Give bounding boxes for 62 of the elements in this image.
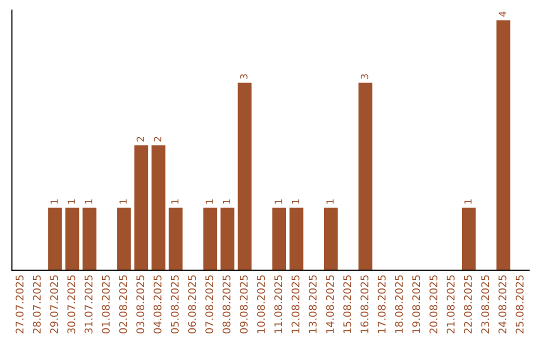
data-label: 1 xyxy=(223,199,230,204)
x-tick-label: 17.08.2025 xyxy=(378,275,386,333)
bar xyxy=(358,82,372,270)
x-tick-label: 28.07.2025 xyxy=(32,275,41,334)
bar xyxy=(290,208,304,270)
x-tick-label: 16.08.2025 xyxy=(360,275,368,333)
bar xyxy=(324,208,338,270)
data-label: 3 xyxy=(240,74,248,79)
bar xyxy=(203,208,218,270)
data-label: 1 xyxy=(274,199,282,204)
bar xyxy=(48,208,62,270)
x-tick-label: 03.08.2025 xyxy=(136,275,144,334)
data-label: 1 xyxy=(85,199,92,204)
x-tick-label: 05.08.2025 xyxy=(170,275,179,334)
data-label: 1 xyxy=(464,199,472,204)
x-tick-label: 30.07.2025 xyxy=(67,275,76,334)
x-tick-label: 04.08.2025 xyxy=(154,275,162,334)
data-label: 2 xyxy=(136,136,144,142)
x-tick-label: 07.08.2025 xyxy=(205,275,214,334)
bar xyxy=(82,208,96,270)
data-label: 1 xyxy=(68,199,75,204)
data-label: 3 xyxy=(360,74,368,79)
x-tick-label: 18.08.2025 xyxy=(395,275,403,333)
x-tick-label: 10.08.2025 xyxy=(257,275,265,333)
x-tick-label: 15.08.2025 xyxy=(343,275,352,333)
data-label: 1 xyxy=(171,199,178,204)
x-tick-label: 21.08.2025 xyxy=(446,275,455,334)
x-tick-label: 31.07.2025 xyxy=(84,275,92,334)
x-tick-label: 23.08.2025 xyxy=(481,275,490,334)
data-label: 4 xyxy=(498,11,506,17)
bar xyxy=(134,145,148,270)
data-label: 1 xyxy=(326,199,334,204)
bar xyxy=(117,208,131,270)
x-tick-label: 09.08.2025 xyxy=(240,275,248,334)
bar xyxy=(462,208,476,270)
x-tick-label: 08.08.2025 xyxy=(222,275,230,334)
x-tick-label: 19.08.2025 xyxy=(412,275,420,333)
bar xyxy=(220,208,234,270)
bar xyxy=(65,208,80,270)
x-tick-label: 06.08.2025 xyxy=(188,275,196,334)
x-tick-label: 01.08.2025 xyxy=(102,275,110,334)
x-tick-label: 13.08.2025 xyxy=(308,275,317,333)
x-tick-label: 02.08.2025 xyxy=(119,275,127,334)
data-label: 1 xyxy=(206,199,213,204)
bar xyxy=(272,208,286,270)
x-tick-label: 12.08.2025 xyxy=(292,275,300,333)
x-tick-label: 24.08.2025 xyxy=(498,275,506,334)
x-tick-label: 11.08.2025 xyxy=(274,275,282,333)
x-tick-label: 22.08.2025 xyxy=(464,275,472,334)
x-tick-label: 25.08.2025 xyxy=(516,275,524,334)
bar xyxy=(152,145,166,270)
bar xyxy=(238,82,252,270)
data-label: 1 xyxy=(50,199,58,204)
data-label: 1 xyxy=(120,199,127,204)
x-tick-label: 14.08.2025 xyxy=(326,275,334,333)
bar xyxy=(496,20,510,270)
x-tick-label: 29.07.2025 xyxy=(50,275,58,334)
data-label: 2 xyxy=(154,136,162,142)
x-tick-label: 20.08.2025 xyxy=(430,275,438,334)
data-label: 1 xyxy=(292,199,300,204)
bar xyxy=(168,208,183,270)
x-tick-label: 27.07.2025 xyxy=(16,275,24,334)
